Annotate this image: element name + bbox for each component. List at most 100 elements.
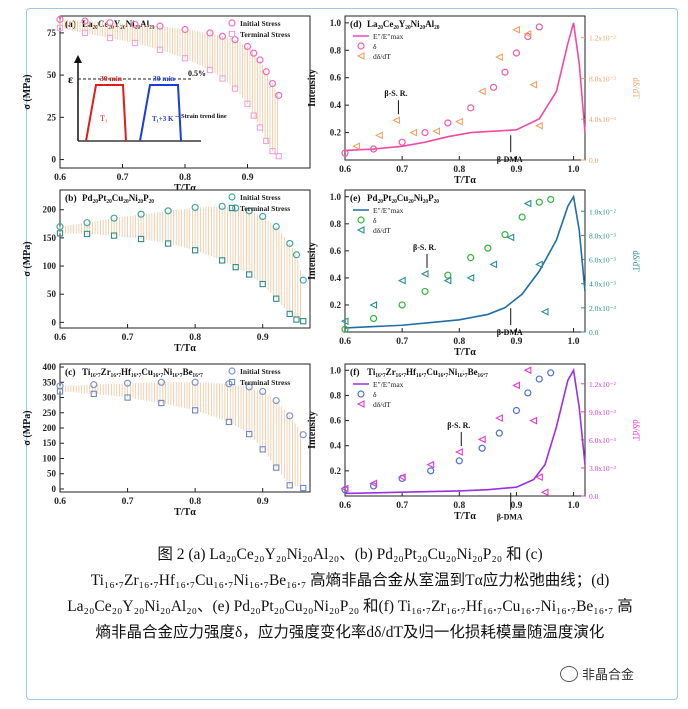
data-point-initial [232,204,240,212]
data-point-terminal [137,235,145,243]
legend-marker [228,204,236,212]
data-point-delta [495,429,503,437]
alloy-name: Ti₁₆.₇Zr₁₆.₇Hf₁₆.₇Cu₁₆.₇Ni₁₆.₇Be₁₆.₇ [367,367,488,377]
y-tick-label: 0.8 [330,45,342,55]
data-point-rate [369,301,378,309]
y-tick-label: 0.6 [330,416,342,426]
chart-panel-d: 0.6 0.7 0.8 0.9 1.0 T/Tα 0.2 0.4 0.6 0.8 1.0 Intens… [307,15,641,186]
x-tick-label: 0.7 [117,173,129,183]
data-point-initial [250,49,258,57]
data-point-rate [340,317,349,326]
data-point-rate [529,416,538,425]
x-tick-label: 0.8 [453,501,465,511]
caption-line-4: 熵非晶合金应力强度δ，应力强度变化率dδ/dT及归一化损耗模量随温度演化 [95,624,605,641]
panel-label: (e) [350,193,361,204]
x-axis-label: T/Tα [174,183,196,194]
data-point-rate [523,29,532,38]
y-tick-label: 0.8 [330,390,342,400]
figure-canvas: 0.6 0.7 0.8 0.9 T/Tα 0 25 50 75 σ (MPa) (a) La₂₀Ce₂… [22,15,641,522]
y-tick-label: 1.0 [330,18,342,28]
legend-marker [228,367,236,375]
data-point-terminal [219,75,226,82]
x-tick-label: 0.6 [54,497,66,507]
data-point-initial [156,22,164,30]
data-point-delta [455,457,463,465]
legend-label: Initial Stress [240,367,281,376]
data-point-delta [369,145,378,153]
panel-label: (c) [65,367,76,378]
data-point-terminal [269,147,276,155]
data-point-terminal [106,34,114,42]
y-axis-label: Intensity [307,411,318,449]
data-point-terminal [56,388,64,395]
chart-panel-e: 0.6 0.7 0.8 0.9 1.0 T/Tα 0.2 0.4 0.6 0.8 1.0 Intens… [307,189,641,358]
data-point-terminal [273,464,280,471]
legend-label: dδ/dT [373,400,391,409]
data-point-terminal [300,318,307,325]
y-tick-label: 150 [43,233,57,243]
x-tick-label: 0.7 [396,165,408,175]
y2-axis-label: dδ/dT [631,77,641,99]
data-point-initial [110,214,118,222]
plot-frame [344,15,586,161]
watermark: 非晶合金 [560,664,634,683]
data-point-terminal [158,399,165,407]
data-point-terminal [275,153,282,160]
data-point-rate [352,142,360,151]
caption-line-2: Ti₁₆.₇Zr₁₆.₇Hf₁₆.₇Cu₁₆.₇Ni₁₆.₇Be₁₆.₇ 高熵非… [90,572,610,589]
x-tick-label: 0.8 [189,333,201,343]
y-tick-label: 150 [43,438,57,448]
x-axis-label: T/Tα [174,507,196,518]
x-tick-label: 1.0 [568,165,580,175]
data-point-terminal [256,124,264,131]
y-tick-label: 200 [43,205,57,215]
data-point-delta [369,314,378,323]
annotation-beta-dma: β-DMA [497,155,523,164]
data-point-rate [397,276,406,285]
data-point-delta [547,195,555,204]
data-point-terminal [259,446,266,453]
y2-tick-label: 6.0x10⁻³ [589,436,617,445]
y2-tick-label: 2.0x10⁻³ [589,304,617,313]
chart-panel-b: 0.6 0.7 0.8 0.9 T/Tα 0 50 100 150 200 σ (MPa) (b) Pd… [22,189,311,354]
data-point-delta [535,198,543,206]
y-tick-label: 50 [47,289,57,299]
data-point-initial [256,56,264,64]
legend-label: Initial Stress [240,193,281,202]
x-tick-label: 0.7 [122,497,134,507]
legend-label: E″/E″max [373,32,404,41]
caption-line-1: 图 2 (a) La₂₀Ce₂₀Y₂₀Ni₂₀Al₂₀、(b) Pd₂₀Pt₂₀… [157,546,543,563]
alloy-name: Pd₂₀Pt₂₀Cu₂₀Ni₂₀P₂₀ [82,193,154,203]
data-point-rate [369,479,378,488]
data-point-initial [157,378,165,386]
data-point-delta [467,254,475,262]
data-point-delta [484,244,492,252]
data-point-initial [56,223,64,231]
y-tick-label: 1.0 [330,192,342,202]
x-tick-label: 0.6 [54,333,66,343]
data-point-initial [164,207,172,215]
data-point-initial [123,379,132,387]
loss-modulus-line [344,194,586,329]
legend-marker [228,378,236,386]
data-point-rate [489,260,498,269]
x-tick-label: 0.6 [54,173,66,183]
data-point-terminal [231,85,239,92]
data-point-terminal [90,390,97,398]
legend-marker [357,390,365,398]
data-point-terminal [83,230,91,238]
legend-label: dδ/dT [373,226,391,235]
data-point-initial [245,207,253,215]
data-point-rate [523,199,532,208]
annotation-beta-sr: β-S. R. [447,421,470,430]
data-point-rate [477,87,486,96]
data-point-initial [245,383,253,391]
data-point-rate [455,117,463,126]
x-tick-label: 0.9 [242,173,254,183]
legend-label: δ [373,42,377,51]
data-point-initial [292,251,301,259]
y-tick-label: 0 [52,484,57,494]
x-axis-label: T/Tα [454,175,476,186]
y-tick-label: 1.0 [330,365,342,375]
data-point-terminal [286,310,293,318]
